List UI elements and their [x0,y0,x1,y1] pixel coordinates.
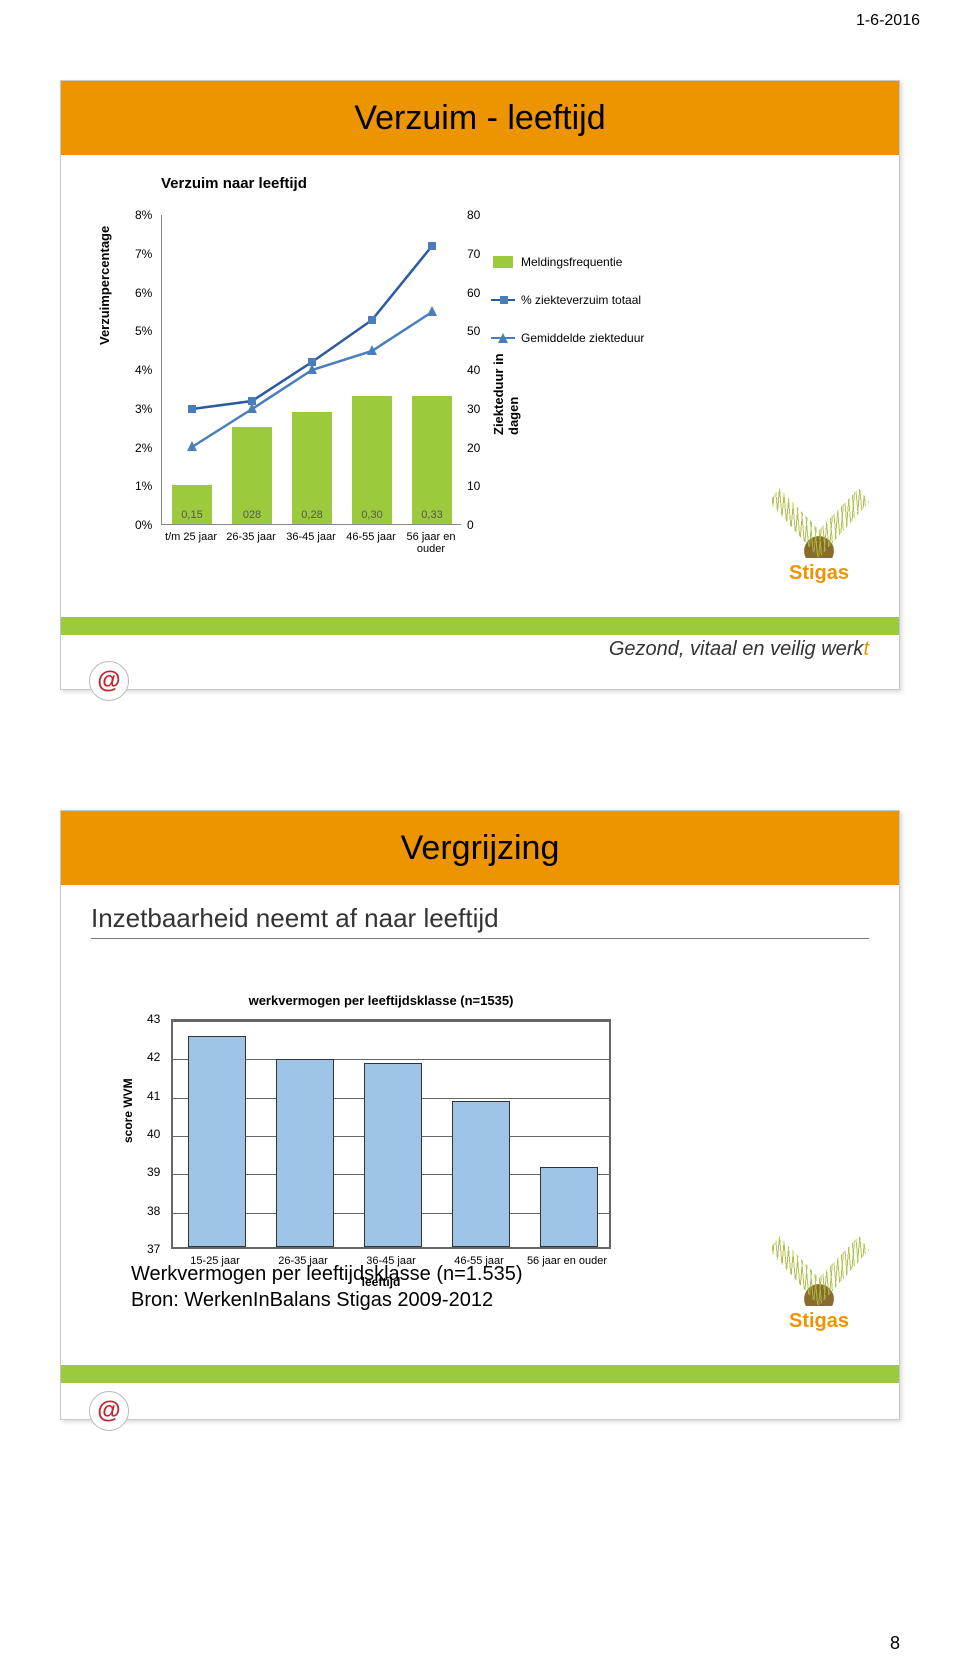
y2-tick: 40 [147,1127,160,1141]
y2-tick: 30 [467,402,480,416]
legend-label: % ziekteverzuim totaal [521,293,641,307]
tagline: Gezond, vitaal en veilig werkt [609,638,869,661]
y1-tick: 4% [135,363,152,377]
tagline-accent: t [863,638,869,660]
x2-tick: 56 jaar en ouder [527,1255,607,1267]
page-date: 1-6-2016 [856,12,920,30]
green-strip [61,1365,899,1383]
chart-verzuim: Verzuim naar leeftijd Verzuimpercentage … [91,175,611,595]
bar [276,1059,334,1247]
plot2-area [171,1019,611,1249]
source-line1: Werkvermogen per leeftijdsklasse (n=1.53… [131,1261,522,1287]
x1-tick: t/m 25 jaar [161,531,221,543]
chart1-legend: Meldingsfrequentie % ziekteverzuim totaa… [491,255,644,369]
y2-axis-label: score WVM [121,1078,135,1143]
y1-axis-label: Verzuimpercentage [97,226,112,345]
y2-tick: 70 [467,247,480,261]
plot1-area: 0,15 028 0,28 0,30 0,33 [161,215,461,525]
line-duration [192,312,432,447]
y1-tick: 0% [135,518,152,532]
legend-label: Gemiddelde ziekteduur [521,331,644,345]
source-line2: Bron: WerkenInBalans Stigas 2009-2012 [131,1287,522,1313]
y1-tick: 8% [135,208,152,222]
legend-label: Meldingsfrequentie [521,255,622,269]
y2-tick: 39 [147,1165,160,1179]
bar [452,1101,510,1247]
grass-icon [769,488,869,558]
y2-tick: 0 [467,518,474,532]
grass-icon [769,1236,869,1306]
slide1-body: Verzuim naar leeftijd Verzuimpercentage … [61,155,899,635]
subtitle-rule [91,938,869,939]
tagline-main: Gezond, vitaal en veilig werk [609,638,864,660]
green-strip [61,617,899,635]
slide-vergrijzing: Vergrijzing Inzetbaarheid neemt af naar … [60,810,900,1420]
y2-tick: 20 [467,441,480,455]
source-text: Werkvermogen per leeftijdsklasse (n=1.53… [131,1261,522,1313]
y2-tick: 41 [147,1089,160,1103]
legend-swatch-bar-icon [491,256,515,268]
footer-at-icon: @ [89,661,129,701]
legend-swatch-triangle-icon [491,332,515,344]
y1-tick: 2% [135,441,152,455]
y2-tick: 80 [467,208,480,222]
y2-tick: 43 [147,1012,160,1026]
slide1-title: Verzuim - leeftijd [354,99,605,138]
line-pct [192,246,432,409]
y2-tick: 38 [147,1204,160,1218]
x1-tick: 56 jaar en ouder [401,531,461,555]
y1-tick: 5% [135,324,152,338]
y1-tick: 6% [135,286,152,300]
chart2-title: werkvermogen per leeftijdsklasse (n=1535… [111,993,651,1008]
y2-tick: 50 [467,324,480,338]
stigas-logo: Stigas [769,1236,869,1333]
y2-tick: 60 [467,286,480,300]
legend-item: % ziekteverzuim totaal [491,293,644,307]
slide2-title: Vergrijzing [401,829,560,868]
page-number: 8 [890,1633,900,1654]
slide2-body: Inzetbaarheid neemt af naar leeftijd wer… [61,903,899,1383]
bar [540,1167,598,1247]
slide-verzuim: Verzuim - leeftijd Verzuim naar leeftijd… [60,80,900,690]
lines-overlay [162,215,462,525]
stigas-logo: Stigas [769,488,869,585]
y1-tick: 7% [135,247,152,261]
y2-tick: 37 [147,1242,160,1256]
x1-tick: 46-55 jaar [341,531,401,543]
x1-tick: 36-45 jaar [281,531,341,543]
slide2-subtitle: Inzetbaarheid neemt af naar leeftijd [91,903,899,934]
y2-tick: 40 [467,363,480,377]
stigas-word: Stigas [769,562,869,585]
legend-swatch-square-icon [491,294,515,306]
bar [364,1063,422,1247]
bar [188,1036,246,1247]
y2-tick: 10 [467,479,480,493]
legend-item: Meldingsfrequentie [491,255,644,269]
stigas-word: Stigas [769,1310,869,1333]
y1-tick: 3% [135,402,152,416]
y1-tick: 1% [135,479,152,493]
legend-item: Gemiddelde ziekteduur [491,331,644,345]
footer-at-icon: @ [89,1391,129,1431]
chart1-title: Verzuim naar leeftijd [161,175,611,192]
title-band: Vergrijzing [61,811,899,885]
x1-tick: 26-35 jaar [221,531,281,543]
y2-tick: 42 [147,1050,160,1064]
title-band: Verzuim - leeftijd [61,81,899,155]
